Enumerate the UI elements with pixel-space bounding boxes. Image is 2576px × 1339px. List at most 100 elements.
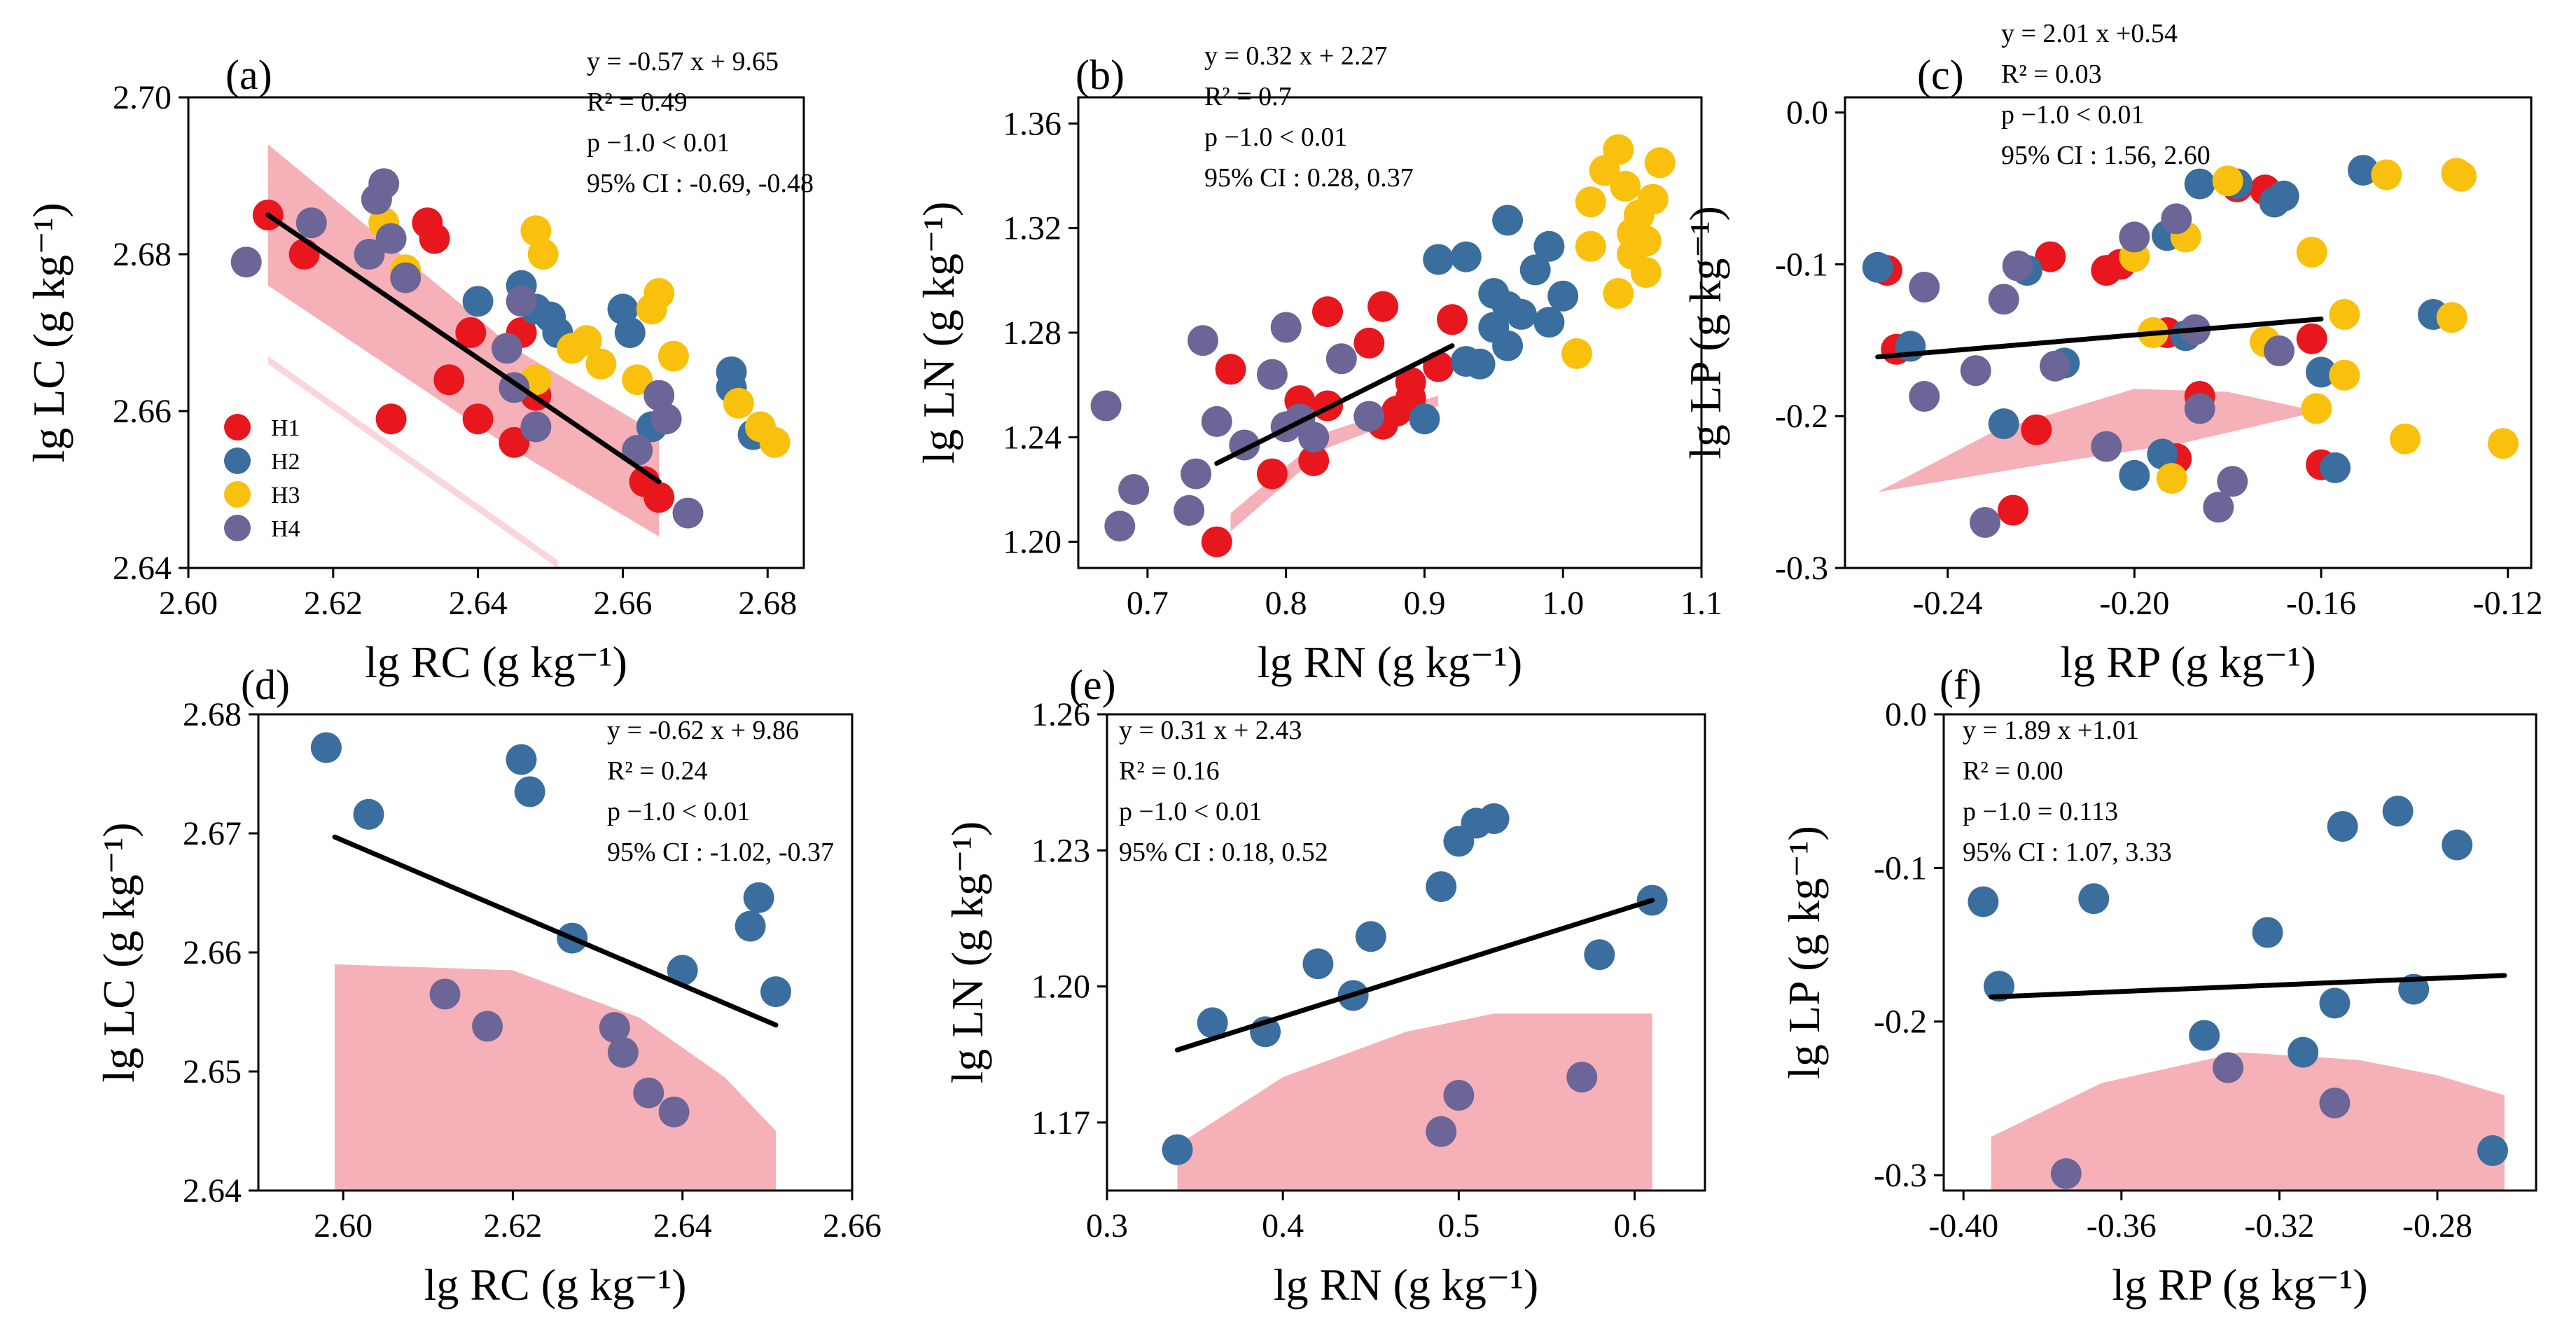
point-h4 <box>492 333 522 364</box>
point-h2 <box>667 955 698 986</box>
x-tick-label: 0.4 <box>1262 1207 1304 1244</box>
stat-line: y = 1.89 x +1.01 <box>1963 716 2139 745</box>
point-h2 <box>2477 1135 2508 1166</box>
point-h1 <box>1353 327 1385 359</box>
y-tick-label: 0.0 <box>1786 95 1828 132</box>
point-h1 <box>2035 241 2066 272</box>
y-axis-title: lg LN (g kg⁻¹) <box>914 202 963 464</box>
point-h4 <box>672 497 704 529</box>
point-h1 <box>433 364 465 396</box>
point-h1 <box>288 239 320 270</box>
point-h4 <box>622 435 653 466</box>
point-h4 <box>1174 494 1205 526</box>
x-axis-title: lg RC (g kg⁻¹) <box>424 1260 687 1310</box>
point-h3 <box>2446 160 2477 192</box>
point-h4 <box>658 1096 690 1128</box>
legend-marker-h1 <box>224 414 251 440</box>
point-h1 <box>455 317 487 348</box>
point-h2 <box>2252 917 2283 948</box>
point-h4 <box>375 223 407 254</box>
point-h2 <box>462 286 494 317</box>
point-h4 <box>2184 393 2215 424</box>
point-h3 <box>1603 278 1634 309</box>
point-h4 <box>1970 507 2000 538</box>
plot-area <box>1090 134 1676 557</box>
point-h2 <box>1584 939 1615 971</box>
point-h4 <box>230 247 262 278</box>
point-h2 <box>2348 155 2379 186</box>
stat-line: y = -0.57 x + 9.65 <box>587 47 779 76</box>
point-h4 <box>1988 284 2019 315</box>
point-h2 <box>514 776 545 807</box>
point-h2 <box>506 744 537 775</box>
y-tick-label: 2.70 <box>113 79 172 116</box>
y-axis-title: lg LC (g kg⁻¹) <box>24 202 74 462</box>
point-h4 <box>390 262 422 293</box>
point-h1 <box>1201 526 1232 557</box>
x-tick-label: -0.12 <box>2473 585 2543 622</box>
x-tick-label: 2.64 <box>449 585 508 622</box>
point-h1 <box>375 403 407 435</box>
point-h2 <box>1197 1007 1228 1039</box>
point-h1 <box>1256 458 1288 490</box>
point-h4 <box>2002 250 2033 282</box>
x-axis-title: lg RP (g kg⁻¹) <box>2112 1260 2367 1310</box>
x-tick-label: -0.28 <box>2402 1207 2472 1244</box>
legend-marker-h3 <box>224 481 251 508</box>
x-tick-label: -0.40 <box>1928 1207 1998 1244</box>
point-h3 <box>520 215 552 247</box>
point-h2 <box>1505 298 1537 330</box>
stat-line: R² = 0.03 <box>2001 60 2102 89</box>
point-h2 <box>1547 280 1579 312</box>
stat-line: p −1.0 < 0.01 <box>587 128 730 158</box>
panel-tag: (c) <box>1917 52 1964 98</box>
point-h4 <box>643 380 675 411</box>
x-tick-label: -0.24 <box>1913 585 1983 622</box>
point-h3 <box>2488 428 2519 459</box>
y-tick-label: 2.64 <box>183 1172 242 1209</box>
point-h3 <box>2390 423 2421 455</box>
x-tick-label: -0.36 <box>2087 1207 2157 1244</box>
y-axis-title: lg LN (g kg⁻¹) <box>942 821 992 1084</box>
point-h2 <box>1492 330 1524 361</box>
point-h4 <box>472 1011 503 1042</box>
point-h1 <box>1998 494 2028 526</box>
y-tick-label: 1.17 <box>1031 1104 1090 1142</box>
y-tick-label: 2.68 <box>113 236 172 273</box>
point-h1 <box>2296 323 2327 354</box>
point-h4 <box>1566 1062 1598 1093</box>
point-h3 <box>657 340 689 372</box>
x-tick-label: 0.5 <box>1437 1207 1480 1244</box>
point-h4 <box>2119 221 2150 253</box>
y-tick-label: -0.2 <box>1775 398 1828 435</box>
point-h3 <box>2296 237 2327 268</box>
point-h4 <box>1181 458 1212 490</box>
point-h1 <box>1298 445 1330 476</box>
point-h1 <box>499 426 530 458</box>
point-h4 <box>2213 1052 2244 1083</box>
x-axis-title: lg RC (g kg⁻¹) <box>365 637 627 687</box>
y-axis-title: lg LP (g kg⁻¹) <box>1680 206 1730 459</box>
point-h2 <box>1355 921 1386 952</box>
stat-line: y = 0.31 x + 2.43 <box>1119 716 1302 745</box>
confidence-band <box>335 964 776 1191</box>
x-tick-label: 1.1 <box>1680 585 1722 622</box>
point-h3 <box>1575 186 1606 218</box>
point-h4 <box>1325 343 1357 375</box>
point-h1 <box>462 403 494 435</box>
y-tick-label: 1.26 <box>1031 696 1090 733</box>
x-tick-label: 2.64 <box>653 1207 712 1244</box>
confidence-band <box>1991 1052 2505 1191</box>
y-tick-label: 1.20 <box>1031 969 1090 1006</box>
point-h3 <box>2212 165 2243 197</box>
point-h4 <box>599 1012 630 1043</box>
y-tick-label: 1.23 <box>1031 832 1090 869</box>
point-h4 <box>354 239 385 270</box>
stat-line: p −1.0 = 0.113 <box>1963 797 2118 826</box>
point-h4 <box>633 1077 664 1109</box>
point-h4 <box>368 168 400 200</box>
stat-line: 95% CI : -1.02, -0.37 <box>607 838 834 867</box>
point-h4 <box>1353 401 1385 432</box>
plot-area <box>310 732 791 1191</box>
